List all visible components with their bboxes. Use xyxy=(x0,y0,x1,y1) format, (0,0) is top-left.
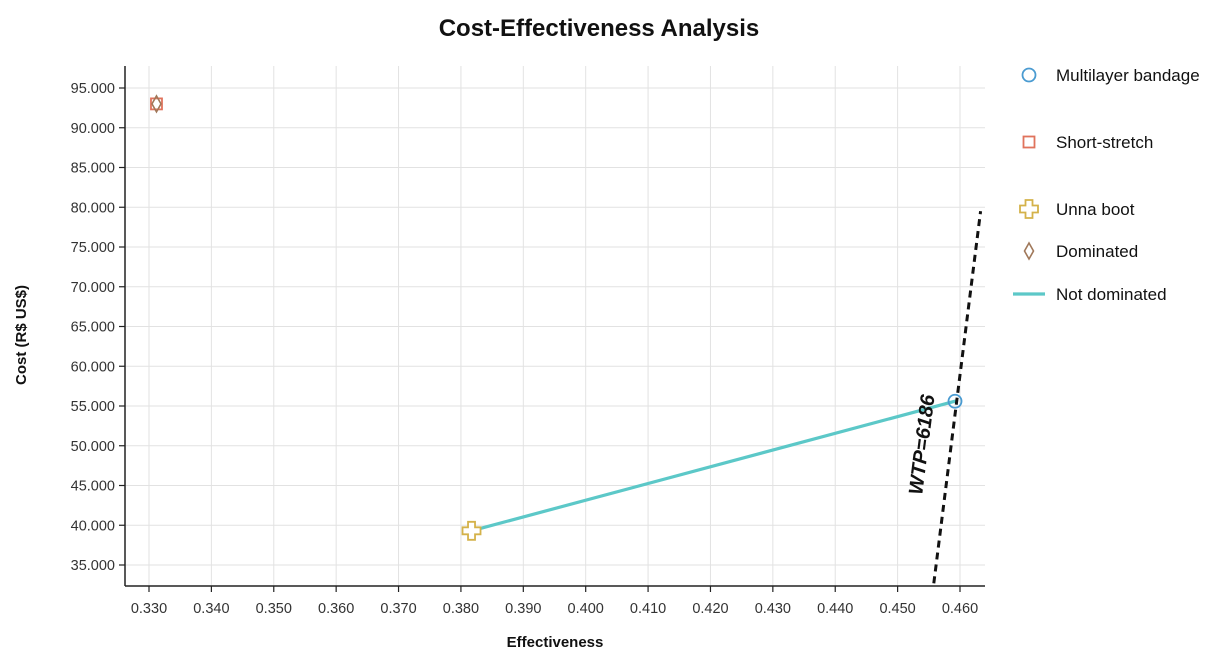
y-tick-label: 40.000 xyxy=(71,518,115,534)
legend-item: Dominated xyxy=(1023,241,1138,261)
legend-item: Not dominated xyxy=(1013,285,1167,304)
y-tick-label: 65.000 xyxy=(71,320,115,336)
x-tick-label: 0.360 xyxy=(318,601,354,617)
legend-item: Multilayer bandage xyxy=(1021,66,1200,85)
legend-label: Multilayer bandage xyxy=(1056,66,1200,85)
x-axis-ticks: 0.330 0.340 0.350 0.360 0.370 0.380 0.390 0.400… xyxy=(131,586,978,617)
x-tick-label: 0.420 xyxy=(692,601,728,617)
x-tick-label: 0.460 xyxy=(942,601,978,617)
x-tick-label: 0.440 xyxy=(817,601,853,617)
y-tick-label: 95.000 xyxy=(71,81,115,97)
y-axis-title: Cost (R$ US$) xyxy=(13,285,30,385)
y-tick-label: 35.000 xyxy=(71,558,115,574)
point-circle xyxy=(947,393,963,409)
point-diamond xyxy=(151,94,162,114)
x-tick-label: 0.410 xyxy=(630,601,666,617)
wtp-line xyxy=(932,211,983,584)
y-tick-label: 75.000 xyxy=(71,240,115,256)
y-axis-ticks: 35.000 40.000 45.000 50.000 55.000 60.000 65.0… xyxy=(71,81,125,574)
chart-title: Cost-Effectiveness Analysis xyxy=(439,15,760,42)
legend-square-icon xyxy=(1022,135,1036,149)
y-tick-label: 70.000 xyxy=(71,280,115,296)
y-tick-label: 55.000 xyxy=(71,399,115,415)
y-tick-label: 50.000 xyxy=(71,439,115,455)
legend: Multilayer bandage Short-stretch Unna boot… xyxy=(1013,66,1200,304)
legend-label: Dominated xyxy=(1056,242,1138,261)
grid xyxy=(125,66,985,586)
y-tick-label: 80.000 xyxy=(71,200,115,216)
legend-item: Short-stretch xyxy=(1022,133,1153,152)
x-tick-label: 0.430 xyxy=(755,601,791,617)
legend-label: Unna boot xyxy=(1056,200,1135,219)
x-tick-label: 0.400 xyxy=(568,601,604,617)
point-cross xyxy=(461,520,482,541)
legend-diamond-icon xyxy=(1023,241,1035,261)
x-tick-label: 0.370 xyxy=(380,601,416,617)
series-line-not-dominated xyxy=(469,399,957,533)
x-tick-label: 0.330 xyxy=(131,601,167,617)
legend-label: Short-stretch xyxy=(1056,133,1153,152)
legend-circle-icon xyxy=(1021,67,1037,83)
x-tick-label: 0.340 xyxy=(193,601,229,617)
legend-item: Unna boot xyxy=(1019,199,1135,219)
wtp-label: WTP=6186 xyxy=(905,393,939,496)
x-tick-label: 0.350 xyxy=(256,601,292,617)
x-tick-label: 0.380 xyxy=(443,601,479,617)
series-layer xyxy=(150,94,963,541)
y-tick-label: 45.000 xyxy=(71,479,115,495)
legend-cross-icon xyxy=(1019,199,1039,219)
x-axis-title: Effectiveness xyxy=(507,634,604,650)
wtp-layer: WTP=6186 xyxy=(905,211,983,584)
legend-label: Not dominated xyxy=(1056,285,1167,304)
y-tick-label: 90.000 xyxy=(71,121,115,137)
y-tick-label: 85.000 xyxy=(71,161,115,177)
x-tick-label: 0.450 xyxy=(879,601,915,617)
y-tick-label: 60.000 xyxy=(71,359,115,375)
point-square xyxy=(150,97,163,111)
x-tick-label: 0.390 xyxy=(505,601,541,617)
